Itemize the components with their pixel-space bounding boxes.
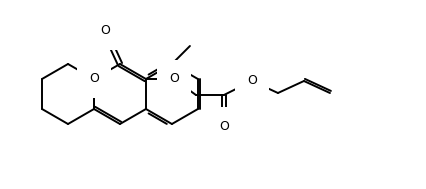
Text: O: O	[219, 119, 229, 132]
Text: O: O	[89, 73, 99, 85]
Text: O: O	[247, 74, 257, 87]
Text: O: O	[169, 73, 179, 85]
Text: O: O	[100, 25, 110, 37]
